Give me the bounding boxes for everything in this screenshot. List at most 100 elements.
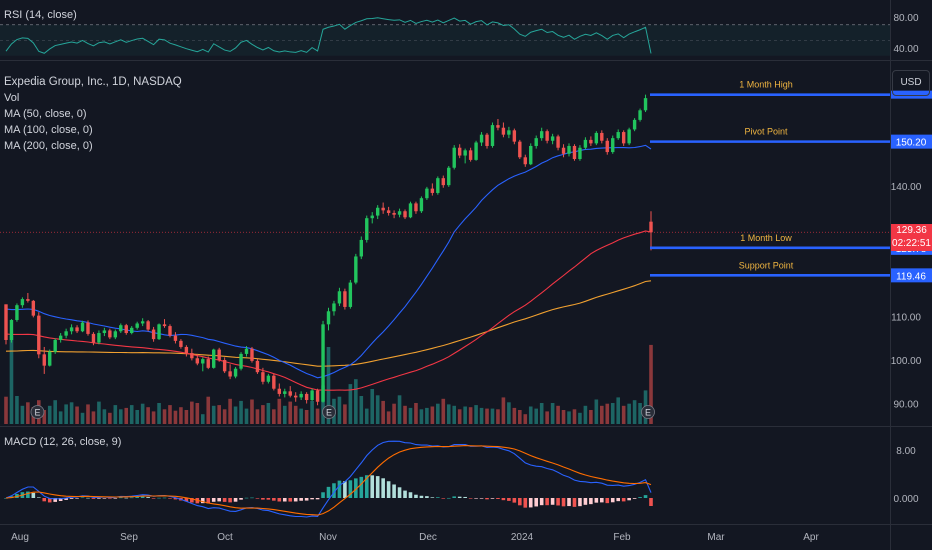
volume-bar	[26, 402, 30, 424]
candle-body	[381, 207, 385, 211]
volume-bar	[151, 411, 156, 424]
volume-bar	[91, 411, 96, 424]
volume-bar	[140, 403, 145, 424]
macd-histogram-bar	[496, 498, 500, 499]
volume-bar	[441, 398, 446, 424]
volume-bar	[261, 405, 265, 424]
volume-bar	[649, 344, 653, 424]
candle-body	[217, 349, 221, 360]
macd-histogram-bar	[539, 498, 544, 506]
vol-label: Vol	[4, 92, 20, 104]
candle-body	[392, 212, 396, 215]
candle-body	[348, 282, 353, 307]
macd-histogram-bar	[4, 498, 8, 499]
candle-body	[310, 390, 314, 401]
x-tick-label: Aug	[11, 532, 29, 543]
x-tick-label: Dec	[419, 532, 437, 543]
candle-body	[545, 131, 549, 141]
macd-histogram-bar	[244, 497, 249, 499]
price-tick-label: 90.00	[893, 400, 918, 411]
candle-body	[529, 145, 533, 165]
macd-histogram-bar	[299, 498, 303, 501]
candle-body	[206, 359, 210, 368]
x-tick-label: Nov	[319, 532, 337, 543]
candle-body	[201, 359, 205, 364]
candle-body	[233, 368, 238, 377]
candle-body	[403, 211, 407, 218]
macd-histogram-bar	[572, 498, 577, 507]
volume-bar	[359, 396, 364, 424]
macd-histogram-bar	[86, 497, 90, 499]
candle-body	[621, 132, 626, 144]
macd-histogram-bar	[479, 498, 484, 499]
macd-histogram-bar	[47, 498, 52, 503]
macd-histogram-bar	[310, 498, 314, 500]
candle-body	[518, 141, 522, 158]
candle-body	[589, 139, 593, 144]
volume-bar	[244, 408, 249, 424]
macd-histogram-bar	[649, 498, 653, 506]
candle-body	[48, 351, 52, 366]
macd-histogram-bar	[272, 498, 276, 501]
candle-body	[20, 299, 25, 306]
candle-body	[195, 358, 200, 364]
candle-body	[179, 340, 183, 347]
volume-bar	[425, 407, 429, 424]
level-label: Support Point	[739, 260, 794, 270]
candle-body	[222, 360, 227, 372]
macd-histogram-bar	[277, 498, 282, 502]
macd-histogram-bar	[332, 483, 336, 498]
candle-body	[468, 150, 473, 160]
candle-body	[507, 130, 511, 135]
candle-body	[550, 136, 555, 141]
volume-bar	[233, 406, 238, 424]
volume-bar	[282, 405, 287, 424]
macd-histogram-bar	[255, 498, 260, 499]
macd-histogram-bar	[113, 498, 118, 499]
candle-body	[135, 323, 139, 328]
macd-histogram-bar	[173, 498, 178, 500]
candle-body	[58, 335, 63, 340]
candle-body	[321, 324, 325, 402]
macd-histogram-bar	[386, 481, 391, 498]
earnings-icon	[30, 405, 45, 419]
symbol-title[interactable]: Expedia Group, Inc., 1D, NASDAQ	[4, 76, 182, 88]
candle-body	[496, 125, 500, 128]
macd-histogram-bar	[53, 498, 57, 502]
macd-histogram-bar	[638, 497, 642, 498]
level-label: Pivot Point	[744, 127, 788, 137]
volume-bar	[146, 407, 150, 424]
x-tick-label: Feb	[613, 532, 631, 543]
candle-body	[490, 125, 495, 146]
macd-histogram-bar	[80, 497, 85, 499]
candle-body	[140, 321, 145, 324]
candle-body	[343, 291, 347, 307]
volume-bar	[304, 410, 309, 424]
candle-body	[397, 211, 402, 215]
candle-body	[441, 178, 445, 186]
volume-bar	[572, 409, 577, 424]
candle-body	[359, 239, 363, 257]
volume-bar	[118, 409, 123, 424]
candle-body	[294, 395, 298, 398]
moving-averages	[5, 144, 652, 391]
candle-body	[479, 134, 484, 143]
volume-bar	[266, 403, 271, 424]
macd-histogram-bar	[392, 484, 396, 498]
x-tick-label: 2024	[511, 532, 534, 543]
volume-bar	[578, 412, 582, 424]
macd-histogram-bar	[135, 497, 139, 498]
candle-body	[184, 346, 189, 354]
macd-histogram-bar	[370, 475, 375, 498]
earnings-icon	[641, 405, 655, 419]
volume-bar	[15, 396, 19, 424]
volume-bar	[567, 411, 571, 424]
macd-histogram-bar	[233, 498, 238, 502]
candle-body	[501, 127, 506, 135]
candle-body	[632, 119, 637, 130]
currency-button[interactable]: USD	[892, 70, 930, 96]
candle-body	[638, 110, 642, 120]
volume-bar	[184, 410, 189, 424]
candle-body	[228, 371, 232, 377]
